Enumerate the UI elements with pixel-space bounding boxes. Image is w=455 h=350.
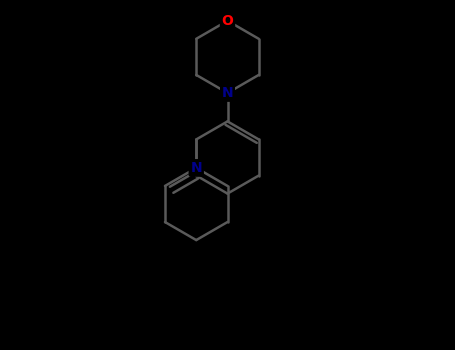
Text: O: O [222,14,233,28]
Text: O: O [222,14,233,28]
Text: N: N [191,161,202,175]
Text: N: N [222,86,233,100]
Text: N: N [222,86,233,100]
Text: N: N [191,161,202,175]
